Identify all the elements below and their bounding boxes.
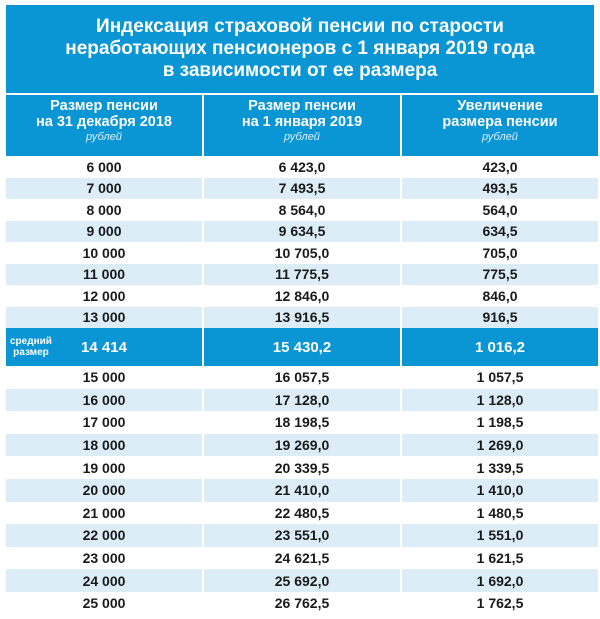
- table-cell: 1 762,5: [476, 595, 524, 612]
- table-cell: 1 692,0: [402, 569, 598, 592]
- table-cell: 22 480,5: [274, 504, 330, 521]
- table-cell: 12 846,0: [274, 287, 330, 304]
- table-cell: 23 000: [82, 550, 126, 567]
- table-cell: 19 000: [82, 459, 126, 476]
- table-cell: 15 000: [82, 369, 126, 386]
- table-row: 17 000 18 198,5 1 198,5: [6, 411, 598, 434]
- table-cell: 6 423,0: [278, 158, 326, 175]
- table-cell: 1 480,5: [476, 504, 524, 521]
- table-cell: 16 000: [6, 388, 202, 412]
- average-label: средний размер: [10, 336, 52, 358]
- table-cell: 17 000: [82, 414, 126, 431]
- table-row: 20 000 21 410,0 1 410,0: [6, 478, 598, 502]
- rows-before-average: 6 000 6 423,0 423,0 7 000 7 493,5 493,5 8 000 8…: [6, 156, 598, 328]
- table-cell: 17 128,0: [204, 388, 400, 412]
- table-row: 21 000 22 480,5 1 480,5: [6, 502, 598, 525]
- column-header: Увеличение размера пенсии рублей: [402, 95, 598, 156]
- table-cell: 26 762,5: [274, 595, 330, 612]
- table-row: 10 000 10 705,0 705,0: [6, 242, 598, 264]
- table-cell: 21 000: [82, 504, 126, 521]
- table-row: 15 000 16 057,5 1 057,5: [6, 366, 598, 389]
- table-cell: 1 269,0: [402, 433, 598, 457]
- table-cell: 1 128,0: [402, 388, 598, 412]
- table-row: 24 000 25 692,0 1 692,0: [6, 569, 598, 592]
- table-cell: 25 000: [82, 595, 126, 612]
- table-cell: 846,0: [482, 287, 518, 304]
- table-row: 23 000 24 621,5 1 621,5: [6, 547, 598, 570]
- table-cell: 1 198,5: [476, 414, 524, 431]
- table-cell: 564,0: [482, 201, 518, 218]
- table-cell: 15 430,2: [204, 328, 400, 366]
- table-row: 19 000 20 339,5 1 339,5: [6, 456, 598, 479]
- table-cell: 916,5: [402, 306, 598, 328]
- table-cell: 21 410,0: [204, 478, 400, 502]
- table-cell: 11 000: [6, 263, 202, 285]
- pension-table: Индексация страховой пенсии по старости …: [6, 5, 598, 615]
- table-cell: 10 000: [82, 244, 126, 261]
- table-cell: 11 775,5: [204, 263, 400, 285]
- table-cell: 1 057,5: [476, 369, 524, 386]
- table-cell: 1 551,0: [402, 524, 598, 547]
- table-row: 25 000 26 762,5 1 762,5: [6, 592, 598, 615]
- table-cell: 13 916,5: [204, 306, 400, 328]
- column-header: Размер пенсии на 1 января 2019 рублей: [204, 95, 400, 156]
- title-line: в зависимости от ее размера: [162, 59, 438, 81]
- table-row: 11 000 11 775,5 775,5: [6, 263, 598, 285]
- table-cell: 13 000: [6, 306, 202, 328]
- table-cell: 22 000: [6, 524, 202, 547]
- table-cell: 10 705,0: [274, 244, 330, 261]
- table-row: 12 000 12 846,0 846,0: [6, 285, 598, 307]
- column-header: Размер пенсии на 31 декабря 2018 рублей: [6, 95, 202, 156]
- table-cell: 705,0: [482, 244, 518, 261]
- title-line: неработающих пенсионеров с 1 января 2019…: [65, 37, 535, 59]
- table-cell: 19 269,0: [204, 433, 400, 457]
- average-row: средний размер 14 414 15 430,2 1 016,2: [6, 328, 598, 366]
- table-cell: 7 000: [6, 177, 202, 199]
- table-cell: 12 000: [82, 287, 126, 304]
- rows-after-average: 15 000 16 057,5 1 057,5 16 000 17 128,0 1 128…: [6, 366, 598, 615]
- table-cell: 18 000: [6, 433, 202, 457]
- table-cell: 24 621,5: [274, 550, 330, 567]
- table-cell: средний размер 14 414: [6, 328, 202, 366]
- table-cell: 24 000: [6, 569, 202, 592]
- table-cell: 1 410,0: [402, 478, 598, 502]
- table-row: 7 000 7 493,5 493,5: [6, 177, 598, 199]
- table-row: 18 000 19 269,0 1 269,0: [6, 433, 598, 457]
- title-line: Индексация страховой пенсии по старости: [96, 15, 504, 37]
- table-cell: 1 016,2: [402, 328, 598, 366]
- table-row: 22 000 23 551,0 1 551,0: [6, 524, 598, 547]
- table-cell: 20 339,5: [274, 459, 330, 476]
- table-row: 13 000 13 916,5 916,5: [6, 306, 598, 328]
- table-cell: 7 493,5: [204, 177, 400, 199]
- table-cell: 18 198,5: [274, 414, 330, 431]
- table-title: Индексация страховой пенсии по старости …: [6, 5, 594, 93]
- table-cell: 493,5: [402, 177, 598, 199]
- table-cell: 23 551,0: [204, 524, 400, 547]
- table-cell: 1 339,5: [476, 459, 524, 476]
- column-headers: Размер пенсии на 31 декабря 2018 рублей Ра…: [6, 95, 598, 156]
- table-cell: 9 634,5: [204, 220, 400, 242]
- table-cell: 25 692,0: [204, 569, 400, 592]
- table-cell: 775,5: [402, 263, 598, 285]
- table-cell: 16 057,5: [274, 369, 330, 386]
- table-row: 6 000 6 423,0 423,0: [6, 156, 598, 178]
- table-row: 16 000 17 128,0 1 128,0: [6, 388, 598, 412]
- table-cell: 9 000: [6, 220, 202, 242]
- table-cell: 423,0: [482, 158, 518, 175]
- table-cell: 8 564,0: [278, 201, 326, 218]
- table-cell: 634,5: [402, 220, 598, 242]
- table-cell: 20 000: [6, 478, 202, 502]
- table-cell: 1 621,5: [476, 550, 524, 567]
- table-cell: 8 000: [86, 201, 122, 218]
- table-cell: 6 000: [86, 158, 122, 175]
- table-row: 8 000 8 564,0 564,0: [6, 199, 598, 221]
- table-row: 9 000 9 634,5 634,5: [6, 220, 598, 242]
